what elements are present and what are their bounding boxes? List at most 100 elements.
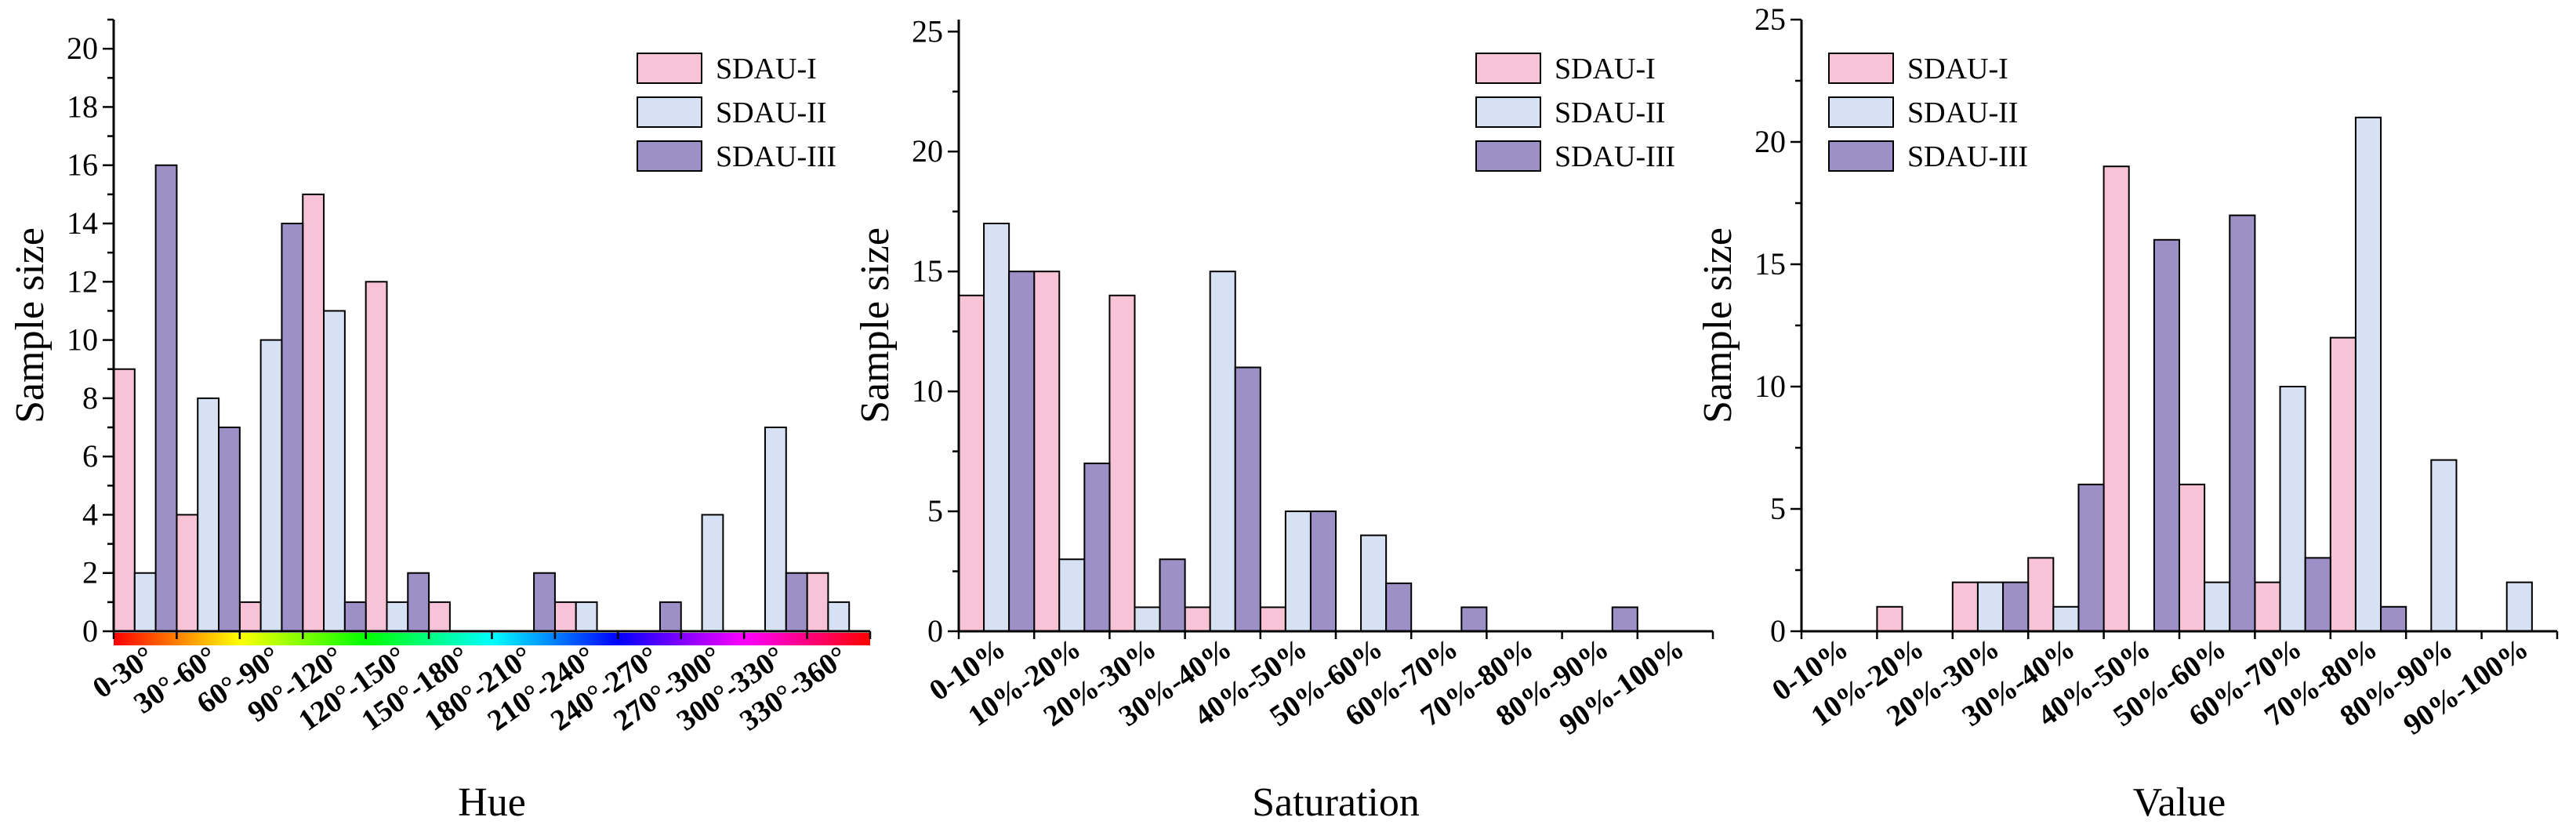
bar-value-sdau-ii-50pct-60pct [2204, 581, 2231, 632]
legend-swatch-sdau-ii [1828, 96, 1894, 128]
bar-hue-sdau-i-210deg-240deg [553, 601, 577, 632]
saturation-y-tick-label: 25 [912, 13, 943, 49]
bar-hue-sdau-ii-30deg-60deg [197, 397, 220, 632]
value-legend: SDAU-I SDAU-II SDAU-III [1828, 53, 2028, 173]
bar-hue-sdau-i-330deg-360deg [806, 572, 829, 633]
hue-y-tick-label: 4 [82, 496, 98, 532]
bar-value-sdau-iii-40pct-50pct [2153, 238, 2181, 632]
bar-hue-sdau-ii-90deg-120deg [323, 310, 346, 632]
saturation-y-axis-title: Sample size [853, 227, 898, 423]
saturation-y-tick-label: 20 [912, 133, 943, 169]
bar-saturation-sdau-ii-10pct-20pct [1058, 558, 1086, 632]
saturation-y-tick-label: 10 [912, 373, 943, 409]
bar-saturation-sdau-iii-30pct-40pct [1234, 366, 1261, 632]
bar-hue-sdau-iii-0-30deg [154, 164, 178, 632]
bar-saturation-sdau-iii-20pct-30pct [1159, 558, 1186, 632]
bar-saturation-sdau-iii-10pct-20pct [1083, 462, 1111, 632]
bar-saturation-sdau-ii-40pct-50pct [1284, 510, 1312, 632]
hue-y-tick-label: 20 [67, 31, 98, 66]
bar-saturation-sdau-ii-20pct-30pct [1134, 606, 1161, 632]
saturation-y-tick-label: 15 [912, 253, 943, 289]
legend-swatch-sdau-iii [1475, 140, 1541, 172]
bar-saturation-sdau-ii-50pct-60pct [1360, 534, 1388, 633]
bar-value-sdau-iii-30pct-40pct [2077, 483, 2105, 632]
value-y-tick-label: 15 [1754, 246, 1786, 282]
bar-hue-sdau-iii-300deg-330deg [785, 572, 808, 633]
bar-value-sdau-iii-60pct-70pct [2304, 557, 2331, 633]
bar-saturation-sdau-iii-0-10pct [1008, 271, 1036, 632]
bar-value-sdau-i-30pct-40pct [2027, 557, 2055, 633]
bar-saturation-sdau-i-40pct-50pct [1259, 606, 1286, 632]
hue-y-tick-label: 10 [67, 322, 98, 358]
hue-y-tick-label: 14 [67, 205, 98, 241]
bar-value-sdau-i-50pct-60pct [2179, 483, 2206, 632]
hue-y-tick-label: 12 [67, 263, 98, 299]
bar-hue-sdau-i-60deg-90deg [238, 601, 262, 632]
hue-x-axis-title: Hue [458, 780, 526, 825]
bar-hue-sdau-ii-210deg-240deg [575, 601, 598, 632]
saturation-legend: SDAU-I SDAU-II SDAU-III [1475, 53, 1675, 173]
bar-hue-sdau-i-120deg-150deg [365, 281, 388, 632]
saturation-chart-panel: 05101520250-10%10%-20%20%-30%30%-40%40%-… [853, 13, 1714, 825]
legend-swatch-sdau-iii [1828, 140, 1894, 172]
bar-value-sdau-i-10pct-20pct [1876, 605, 1903, 632]
legend-label-sdau-ii: SDAU-II [716, 96, 826, 129]
hue-y-tick-label: 16 [67, 147, 98, 183]
bar-hue-sdau-iii-90deg-120deg [343, 601, 367, 632]
bar-hue-sdau-iii-240deg-270deg [659, 601, 682, 632]
bar-hue-sdau-ii-120deg-150deg [386, 601, 409, 632]
bar-value-sdau-ii-80pct-90pct [2430, 459, 2458, 632]
bar-value-sdau-ii-30pct-40pct [2052, 605, 2080, 632]
legend-label-sdau-ii: SDAU-II [1555, 96, 1665, 129]
legend-swatch-sdau-i [637, 53, 702, 84]
bar-value-sdau-i-70pct-80pct [2329, 336, 2356, 632]
saturation-x-axis-title: Saturation [1252, 780, 1420, 825]
bar-saturation-sdau-i-10pct-20pct [1033, 271, 1061, 632]
hue-y-tick-label: 8 [82, 380, 98, 416]
legend-swatch-sdau-i [1828, 53, 1894, 84]
legend-swatch-sdau-ii [637, 96, 702, 128]
legend-swatch-sdau-i [1475, 53, 1541, 84]
legend-swatch-sdau-ii [1475, 96, 1541, 128]
legend-label-sdau-i: SDAU-I [716, 53, 817, 85]
value-y-tick-label: 5 [1770, 491, 1786, 526]
bar-value-sdau-i-40pct-50pct [2103, 165, 2130, 632]
legend-label-sdau-iii: SDAU-III [716, 140, 836, 173]
bar-saturation-sdau-iii-50pct-60pct [1385, 582, 1413, 633]
bar-value-sdau-ii-70pct-80pct [2354, 116, 2382, 633]
bar-saturation-sdau-iii-40pct-50pct [1309, 510, 1337, 632]
bar-hue-sdau-i-90deg-120deg [302, 193, 325, 633]
legend-label-sdau-i: SDAU-I [1907, 53, 2008, 85]
bar-saturation-sdau-iii-60pct-70pct [1460, 606, 1488, 632]
legend-swatch-sdau-iii [637, 140, 702, 172]
bar-hue-sdau-i-150deg-180deg [428, 601, 451, 632]
value-y-tick-label: 10 [1754, 369, 1786, 404]
bar-value-sdau-iii-70pct-80pct [2380, 605, 2407, 632]
hue-y-tick-label: 0 [82, 613, 98, 649]
bar-hue-sdau-ii-60deg-90deg [259, 339, 283, 632]
bar-hue-sdau-iii-180deg-210deg [533, 572, 556, 633]
bar-value-sdau-i-60pct-70pct [2254, 581, 2281, 632]
hue-chart-panel: 024681012141618200-30°30°-60°60°-90°90°-… [8, 18, 872, 825]
bar-hue-sdau-ii-330deg-360deg [827, 601, 851, 632]
hue-y-tick-label: 18 [67, 89, 98, 124]
bar-hue-sdau-ii-0-30deg [133, 572, 157, 633]
saturation-y-tick-label: 0 [927, 613, 943, 649]
legend-label-sdau-ii: SDAU-II [1907, 96, 2018, 129]
value-chart-panel: 05101520250-10%10%-20%20%-30%30%-40%40%-… [1696, 2, 2559, 825]
bar-value-sdau-ii-90pct-100pct [2505, 581, 2533, 632]
bar-hue-sdau-i-30deg-60deg [176, 514, 199, 632]
hue-y-tick-label: 2 [82, 555, 98, 590]
bar-hue-sdau-iii-60deg-90deg [281, 223, 304, 632]
bar-value-sdau-ii-60pct-70pct [2279, 386, 2306, 632]
hue-y-tick-label: 6 [82, 438, 98, 474]
value-y-tick-label: 0 [1770, 613, 1786, 649]
value-y-tick-label: 25 [1754, 2, 1786, 37]
bar-value-sdau-iii-20pct-30pct [2002, 581, 2030, 632]
bar-value-sdau-ii-20pct-30pct [1976, 581, 2005, 632]
saturation-y-tick-label: 5 [927, 493, 943, 529]
bar-saturation-sdau-ii-0-10pct [983, 223, 1010, 632]
bar-saturation-sdau-iii-80pct-90pct [1611, 606, 1638, 632]
bar-hue-sdau-ii-270deg-300deg [701, 514, 724, 632]
